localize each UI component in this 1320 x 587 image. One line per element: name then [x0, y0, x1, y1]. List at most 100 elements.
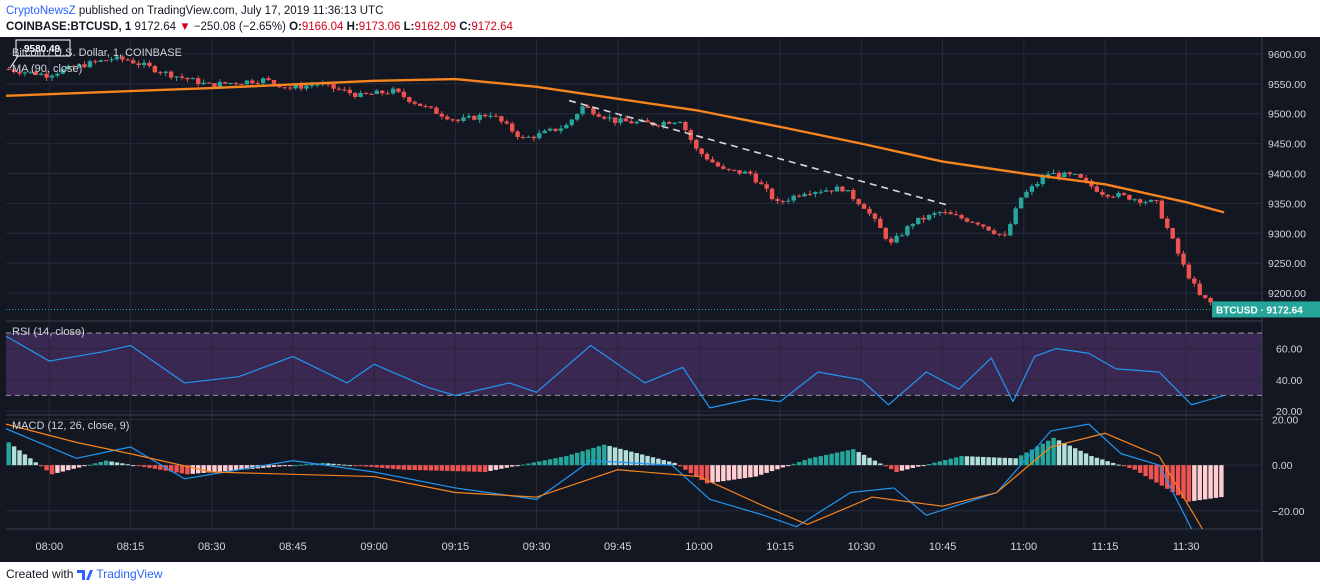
- candle-body: [11, 69, 17, 72]
- macd-bar: [33, 462, 38, 466]
- high-marker-box: [15, 39, 71, 57]
- macd-bar: [342, 464, 347, 466]
- macd-bar: [282, 465, 288, 467]
- rsi-tick-label: 60.00: [1276, 344, 1302, 356]
- candle-body: [266, 78, 271, 81]
- candle-body: [168, 71, 174, 78]
- candle-body: [591, 107, 596, 115]
- footer: Created with TradingView: [6, 567, 162, 581]
- candle-body: [1170, 228, 1175, 239]
- candle-body: [255, 83, 260, 85]
- candle-body: [710, 159, 715, 163]
- macd-bar: [1132, 465, 1137, 470]
- macd-bar: [152, 465, 158, 469]
- macd-bar: [1073, 448, 1078, 466]
- macd-bar: [948, 458, 953, 466]
- macd-bar: [861, 454, 867, 466]
- candle-body: [888, 238, 894, 243]
- macd-bar: [1186, 465, 1192, 502]
- candle-body: [1045, 174, 1051, 177]
- close-label: C:: [459, 21, 472, 33]
- time-tick-label: 08:45: [279, 541, 307, 553]
- candle-body: [921, 217, 926, 220]
- candle-body: [98, 60, 103, 62]
- candle-body: [683, 122, 688, 131]
- candle-body: [87, 61, 93, 68]
- chart-area[interactable]: 9600.00 9550.00 9500.00 9450.00 9400.00 9350.…: [0, 37, 1320, 562]
- tradingview-logo[interactable]: TradingView: [77, 567, 162, 581]
- candle-body: [997, 233, 1002, 235]
- macd-bar: [520, 464, 526, 466]
- macd-bar: [1159, 465, 1165, 486]
- macd-bar: [596, 446, 602, 466]
- macd-bar: [1154, 465, 1159, 483]
- candle-body: [76, 64, 82, 68]
- macd-bar: [585, 449, 591, 466]
- macd-bar: [55, 465, 60, 473]
- macd-bar: [991, 457, 997, 466]
- macd-bar: [347, 465, 352, 467]
- macd-bar: [206, 465, 212, 473]
- macd-bar: [309, 463, 315, 466]
- macd-bar: [997, 457, 1002, 466]
- candle-body: [66, 65, 71, 70]
- candle-body: [103, 60, 109, 62]
- candle-body: [612, 117, 618, 123]
- candle-body: [878, 218, 883, 229]
- price-tick-label: 9400.00: [1268, 169, 1306, 181]
- macd-bar: [1137, 465, 1143, 473]
- candle-body: [1137, 199, 1143, 203]
- price-tick-label: 9350.00: [1268, 198, 1306, 210]
- macd-bar: [445, 465, 450, 471]
- macd-bar: [472, 465, 477, 472]
- macd-bar: [867, 457, 872, 466]
- macd-bar: [109, 461, 114, 466]
- author-link[interactable]: CryptoNewsZ: [6, 5, 76, 17]
- trading-chart[interactable]: 9600.00 9550.00 9500.00 9450.00 9400.00 9350.…: [0, 37, 1320, 562]
- price-tag: [1212, 301, 1320, 318]
- candle-body: [472, 115, 477, 120]
- macd-bar: [1121, 465, 1127, 467]
- macd-bar: [136, 465, 141, 467]
- macd-bar: [385, 465, 390, 469]
- time-tick-label: 08:30: [198, 541, 226, 553]
- macd-bar: [526, 463, 531, 466]
- candle-body: [780, 200, 786, 202]
- macd-bar: [217, 465, 223, 472]
- macd-bar: [888, 465, 894, 470]
- macd-bar: [466, 465, 472, 472]
- candle-body: [899, 235, 905, 237]
- created-with-text: Created with: [6, 567, 74, 581]
- candle-body: [412, 101, 417, 104]
- macd-bar: [786, 465, 791, 467]
- macd-bar: [558, 457, 564, 466]
- time-tick-label: 09:30: [523, 541, 551, 553]
- candle-body: [125, 59, 131, 61]
- macd-bar: [412, 465, 417, 471]
- candle-body: [731, 169, 737, 171]
- macd-bar: [461, 465, 466, 472]
- candle-body: [504, 121, 509, 124]
- candle-body: [1008, 224, 1013, 236]
- macd-bar: [780, 465, 786, 468]
- macd-bar: [547, 459, 553, 466]
- macd-bar: [791, 463, 796, 466]
- candle-body: [369, 93, 374, 95]
- candle-body: [190, 78, 195, 80]
- candle-body: [856, 199, 861, 205]
- candle-body: [401, 91, 407, 98]
- candle-body: [634, 121, 639, 124]
- candle-body: [293, 84, 298, 89]
- candle-body: [964, 218, 970, 222]
- candle-body: [672, 122, 677, 124]
- macd-bar: [699, 465, 704, 480]
- candle-body: [645, 120, 650, 123]
- macd-bar: [103, 460, 109, 466]
- macd-pane-title: MACD (12, 26, close, 9): [12, 420, 129, 432]
- macd-bar: [277, 465, 282, 467]
- candle-body: [1062, 172, 1067, 178]
- macd-bar: [71, 465, 76, 469]
- candle-body: [244, 80, 250, 84]
- candle-body: [677, 122, 683, 124]
- candle-body: [569, 119, 574, 126]
